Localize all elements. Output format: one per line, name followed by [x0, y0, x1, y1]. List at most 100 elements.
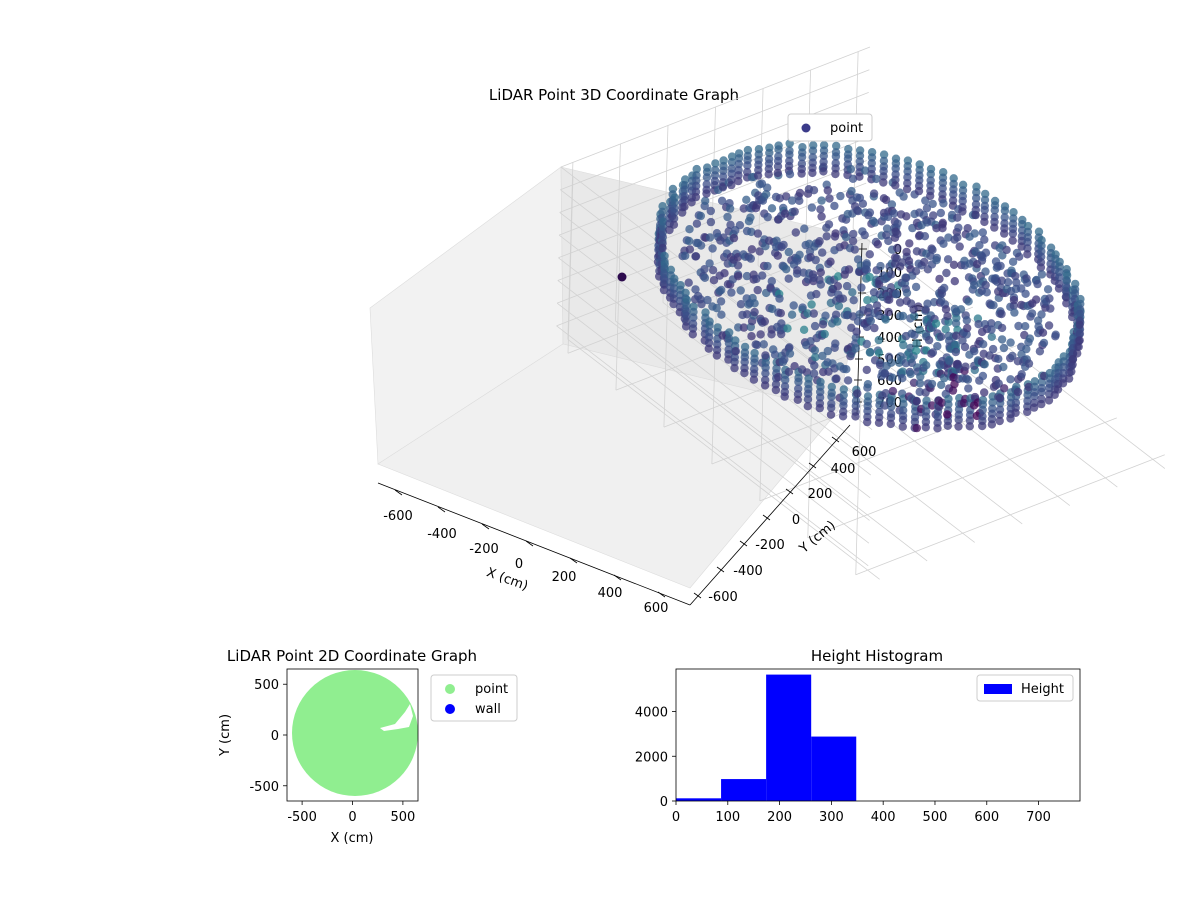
- point-marker: [785, 343, 794, 352]
- point-marker: [922, 361, 931, 370]
- point-marker: [797, 169, 806, 178]
- point-marker: [1043, 285, 1053, 294]
- point-marker: [784, 274, 793, 283]
- point-marker: [726, 220, 735, 229]
- histogram: Height Histogram 0 100 200 300 400 500 600 7000…: [635, 647, 1081, 825]
- point-marker: [782, 265, 791, 274]
- point-marker: [669, 299, 678, 309]
- x-tick-label-2d: 0: [348, 810, 356, 825]
- point-marker: [812, 289, 821, 299]
- point-marker: [912, 339, 921, 348]
- point-marker: [1008, 351, 1017, 361]
- y-tick-label-3d: 400: [831, 462, 856, 477]
- point-marker: [954, 422, 963, 431]
- point-marker: [910, 311, 919, 321]
- legend-hist-label: Height: [1021, 682, 1064, 697]
- point-marker: [809, 186, 819, 195]
- point-marker: [848, 174, 858, 183]
- point-marker: [800, 224, 809, 233]
- plot-3d: LiDAR Point 3D Coordinate Graph -600 -400…: [369, 46, 1166, 616]
- point-marker: [970, 347, 979, 356]
- point-marker: [1054, 284, 1064, 293]
- point-marker: [1024, 359, 1034, 368]
- point-marker: [749, 375, 759, 384]
- point-marker: [826, 257, 835, 266]
- point-marker: [820, 329, 829, 339]
- point-marker: [692, 219, 702, 228]
- point-marker: [862, 365, 871, 375]
- plot-3d-title: LiDAR Point 3D Coordinate Graph: [489, 86, 739, 104]
- point-marker: [761, 351, 770, 360]
- point-marker: [870, 323, 879, 333]
- point-marker: [902, 247, 911, 257]
- x-tick-label-3d: -200: [469, 542, 499, 557]
- point-marker: [824, 220, 834, 229]
- point-marker: [708, 266, 718, 275]
- point-marker: [838, 294, 848, 303]
- point-marker: [795, 188, 805, 198]
- point-marker: [849, 296, 858, 305]
- point-marker: [773, 251, 782, 260]
- x-axis-label-2d: X (cm): [331, 831, 374, 846]
- point-marker: [981, 267, 990, 276]
- point-marker: [915, 325, 924, 335]
- point-marker: [730, 363, 739, 373]
- point-marker: [1013, 387, 1023, 397]
- point-marker: [860, 166, 870, 175]
- point-marker: [895, 298, 905, 307]
- point-marker: [793, 395, 802, 404]
- histogram-bars: [676, 674, 857, 801]
- point-marker: [1034, 227, 1044, 236]
- point-marker: [706, 217, 716, 227]
- z-tick-label-3d: 400: [877, 331, 902, 346]
- point-marker: [987, 420, 997, 429]
- legend-hist-frame: [976, 674, 1074, 702]
- point-cloud-disk: [292, 670, 418, 796]
- point-marker: [1044, 396, 1054, 405]
- point-marker: [791, 228, 800, 237]
- point-marker: [932, 253, 942, 263]
- point-marker: [926, 169, 935, 179]
- point-marker: [763, 212, 772, 222]
- point-marker: [888, 386, 898, 396]
- point-marker: [811, 353, 820, 362]
- point-marker: [753, 285, 762, 295]
- point-marker: [853, 389, 862, 398]
- point-marker: [831, 152, 841, 161]
- point-marker: [1073, 349, 1082, 358]
- point-marker: [866, 347, 875, 357]
- point-marker: [747, 332, 756, 341]
- point-marker: [981, 248, 991, 257]
- point-marker: [963, 375, 973, 384]
- point-marker: [863, 417, 872, 427]
- point-marker: [865, 250, 874, 259]
- point-marker: [753, 171, 763, 180]
- point-marker: [833, 317, 842, 326]
- point-marker: [750, 299, 759, 308]
- point-marker: [860, 230, 869, 240]
- point-marker: [954, 415, 963, 424]
- y-tick-label-3d: 600: [852, 445, 877, 460]
- point-marker: [1037, 399, 1046, 409]
- point-marker: [982, 288, 991, 297]
- point-marker: [912, 423, 921, 433]
- point-marker: [848, 236, 858, 246]
- point-marker: [790, 207, 799, 216]
- point-marker: [1064, 374, 1074, 383]
- point-marker: [809, 369, 819, 378]
- x-tick-label-hist: 500: [923, 810, 948, 825]
- point-marker: [734, 272, 743, 281]
- point-marker: [1062, 299, 1071, 308]
- point-marker: [780, 355, 789, 364]
- point-marker: [1075, 320, 1084, 329]
- point-marker: [1006, 338, 1015, 347]
- point-marker: [884, 236, 893, 246]
- point-marker: [1011, 271, 1020, 281]
- disk-notch: [380, 704, 413, 731]
- point-marker: [915, 379, 925, 388]
- point-marker: [659, 285, 669, 295]
- point-marker: [1000, 206, 1010, 215]
- point-marker: [740, 357, 749, 367]
- point-marker: [815, 237, 824, 246]
- point-marker: [767, 204, 777, 213]
